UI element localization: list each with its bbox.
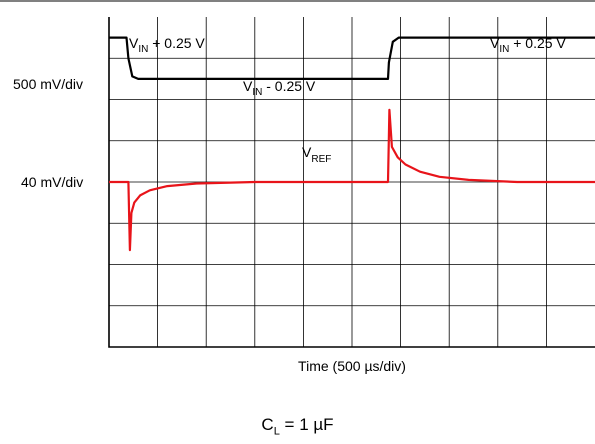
vin-trace <box>109 36 595 81</box>
vin-low-label: VIN - 0.25 V <box>243 78 316 98</box>
plot-frame <box>108 17 595 348</box>
caption-main: C <box>261 415 274 434</box>
ch1-scale-label: 500 mV/div <box>13 76 84 92</box>
vin-high-right-label: VIN + 0.25 V <box>490 35 566 55</box>
ch2-scale-label: 40 mV/div <box>21 174 84 190</box>
x-axis-label: Time (500 µs/div) <box>298 358 406 374</box>
caption: CL = 1 µF <box>0 415 595 437</box>
traces <box>109 36 595 252</box>
vref-trace <box>109 108 595 252</box>
caption-sub: L <box>273 425 280 438</box>
vin-high-left-label: VIN + 0.25 V <box>129 35 205 55</box>
vref-label: VREF <box>302 144 331 165</box>
caption-tail: = 1 µF <box>279 415 334 434</box>
